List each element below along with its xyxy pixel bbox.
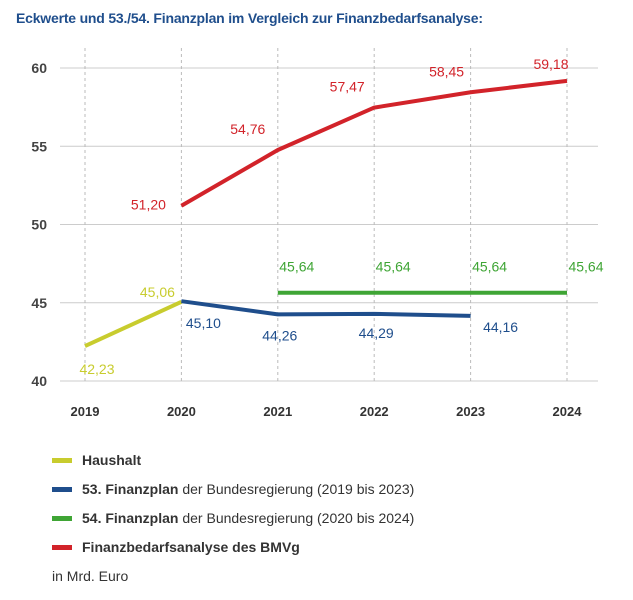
- x-tick-label: 2022: [360, 404, 389, 419]
- data-label: 45,10: [186, 315, 221, 331]
- data-label: 59,18: [533, 56, 568, 72]
- legend-label-bold: Haushalt: [82, 452, 142, 468]
- legend-swatch-finanzbedarfsanalyse: [52, 545, 72, 550]
- legend-label-bold: 53. Finanzplan: [82, 481, 179, 497]
- y-tick-label: 55: [31, 138, 47, 154]
- y-tick-label: 45: [31, 295, 47, 311]
- data-label: 51,20: [131, 197, 166, 213]
- data-label: 45,64: [472, 259, 507, 275]
- legend-swatch-finanzplan-54: [52, 516, 72, 521]
- legend-label-bold: Finanzbedarfsanalyse des BMVg: [82, 539, 300, 555]
- data-label: 44,29: [359, 325, 394, 341]
- unit-note: in Mrd. Euro: [52, 568, 129, 584]
- data-label: 45,64: [568, 259, 603, 275]
- legend-label-rest: der Bundesregierung (2020 bis 2024): [178, 510, 415, 526]
- data-label: 54,76: [230, 121, 265, 137]
- data-label: 57,47: [330, 79, 365, 95]
- data-label: 45,64: [376, 259, 411, 275]
- legend-swatch-finanzplan-53: [52, 487, 72, 492]
- y-tick-label: 50: [31, 217, 47, 233]
- data-label: 42,23: [79, 361, 114, 377]
- data-label: 58,45: [429, 63, 464, 79]
- data-label: 44,16: [483, 319, 518, 335]
- data-label: 45,06: [140, 284, 175, 300]
- x-tick-label: 2020: [167, 404, 196, 419]
- series-line: [180, 78, 568, 208]
- data-label: 45,64: [279, 259, 314, 275]
- x-tick-label: 2021: [263, 404, 292, 419]
- legend-label-rest: der Bundesregierung (2019 bis 2023): [178, 481, 415, 497]
- y-tick-label: 40: [31, 373, 47, 389]
- legend-label-bold: 54. Finanzplan: [82, 510, 179, 526]
- x-tick-label: 2023: [456, 404, 485, 419]
- x-tick-label: 2024: [553, 404, 583, 419]
- series-line: [84, 299, 183, 348]
- x-tick-label: 2019: [71, 404, 100, 419]
- legend-swatch-haushalt: [52, 458, 72, 463]
- line-chart: 40 45 50 55 60 2019 2020 2021 2022 2023 2024 42,23 4…: [31, 48, 604, 419]
- y-tick-label: 60: [31, 60, 47, 76]
- series-line: [181, 299, 471, 318]
- data-label: 44,26: [262, 327, 297, 343]
- chart-title: Eckwerte und 53./54. Finanzplan im Vergl…: [16, 10, 483, 26]
